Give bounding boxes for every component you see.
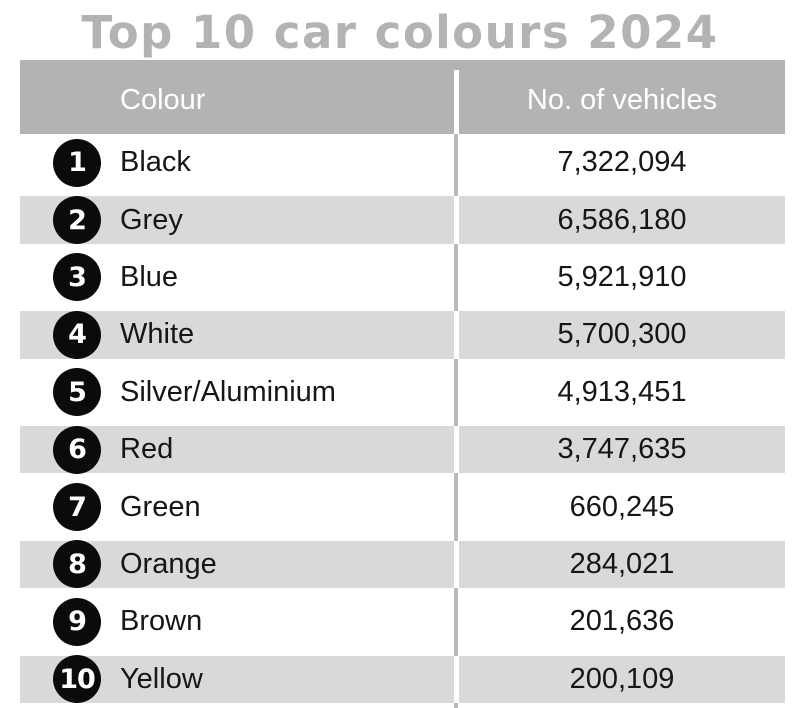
rank-badge: 6 — [53, 425, 101, 474]
rank-badge: 1 — [53, 138, 101, 187]
rank-badge: 8 — [53, 540, 101, 589]
vehicles-cell: 5,921,910 — [557, 260, 687, 293]
row-stripe — [20, 425, 785, 474]
rank-number: 5 — [68, 376, 87, 408]
colour-cell: Orange — [120, 547, 217, 580]
table-row: 6 Red 3,747,635 — [20, 420, 785, 479]
vehicles-cell: 200,109 — [569, 662, 675, 695]
colour-cell: Grey — [120, 203, 183, 236]
colour-cell: Blue — [120, 260, 179, 293]
colour-cell: Yellow — [120, 662, 203, 695]
rank-badge: 7 — [53, 483, 101, 532]
column-divider — [454, 593, 458, 651]
table-row: 9 Brown 201,636 — [20, 593, 785, 651]
table-row: 10 Yellow 200,109 — [20, 650, 785, 708]
rank-badge: 5 — [53, 368, 101, 417]
colour-cell: Green — [120, 490, 201, 523]
vehicles-cell: 3,747,635 — [557, 433, 687, 466]
rank-badge: 9 — [53, 597, 101, 646]
column-header-colour: Colour — [120, 83, 206, 116]
column-header-vehicles: No. of vehicles — [526, 83, 718, 116]
vehicles-cell: 660,245 — [569, 490, 675, 523]
rank-number: 1 — [68, 147, 87, 179]
row-stripe — [20, 655, 785, 704]
rank-number: 4 — [68, 319, 87, 351]
table-row: 8 Orange 284,021 — [20, 535, 785, 594]
rank-badge: 10 — [53, 655, 101, 704]
column-divider — [454, 478, 458, 536]
vehicles-cell: 201,636 — [569, 605, 675, 638]
row-stripe — [20, 311, 785, 359]
colour-cell: White — [120, 318, 195, 351]
rank-number: 6 — [68, 434, 87, 466]
colour-cell: Black — [120, 146, 191, 179]
rank-badge: 2 — [53, 196, 101, 245]
vehicles-cell: 4,913,451 — [557, 375, 687, 408]
column-divider — [454, 134, 458, 192]
page-title: Top 10 car colours 2024 — [81, 5, 719, 59]
colour-cell: Silver/Aluminium — [120, 375, 336, 408]
rank-number: 2 — [68, 204, 87, 236]
table-row: 3 Blue 5,921,910 — [20, 248, 785, 307]
column-divider — [454, 248, 458, 307]
rank-badge: 3 — [53, 253, 101, 302]
rank-number: 9 — [68, 606, 87, 638]
column-divider — [454, 363, 458, 421]
rank-badge: 4 — [53, 310, 101, 359]
table-row: 1 Black 7,322,094 — [20, 134, 785, 192]
table-header: Colour No. of vehicles — [20, 60, 785, 134]
header-column-divider — [454, 70, 459, 134]
car-colours-table: Colour No. of vehicles 1 Black 7,322,094… — [20, 60, 785, 708]
table-row: 5 Silver/Aluminium 4,913,451 — [20, 363, 785, 421]
rank-number: 10 — [59, 663, 96, 695]
row-stripe — [20, 196, 785, 245]
table-row: 7 Green 660,245 — [20, 478, 785, 536]
colour-cell: Brown — [120, 605, 203, 638]
row-stripe — [20, 540, 785, 589]
table-row: 4 White 5,700,300 — [20, 306, 785, 364]
colour-cell: Red — [120, 433, 174, 466]
rank-number: 7 — [68, 491, 87, 523]
rank-number: 8 — [68, 548, 87, 580]
vehicles-cell: 7,322,094 — [557, 146, 687, 179]
table-body: 1 Black 7,322,094 2 Grey 6,586,180 3 Blu… — [20, 134, 785, 708]
vehicles-cell: 6,586,180 — [557, 203, 687, 236]
table-row: 2 Grey 6,586,180 — [20, 191, 785, 249]
vehicles-cell: 284,021 — [569, 547, 675, 580]
vehicles-cell: 5,700,300 — [557, 318, 687, 351]
rank-number: 3 — [68, 261, 87, 293]
